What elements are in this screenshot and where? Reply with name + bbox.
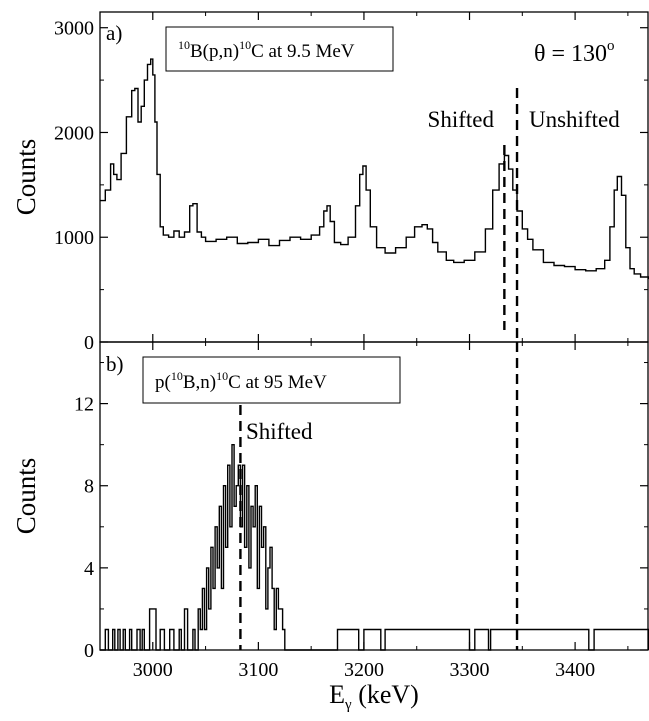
y-tick-label: 12	[74, 394, 94, 416]
panel-b-inset-box	[142, 356, 401, 404]
panel-a-inset-sup2: 10	[239, 38, 251, 52]
panel-a-inset-sup1: 10	[178, 38, 190, 52]
x-axis-label-sub: γ	[344, 697, 352, 713]
panel-b-label: b)	[106, 352, 124, 376]
x-tick-label: 3100	[238, 659, 278, 681]
y-tick-label: 1000	[54, 227, 94, 249]
y-tick-label: 0	[84, 332, 94, 354]
x-tick-labels: 3000 3100 3200 3300 3400	[133, 659, 595, 681]
panel-b-inset-pre: p(	[155, 372, 171, 393]
panel-a-inset-post: C at 9.5 MeV	[251, 41, 355, 62]
panel-a-angle-text: θ = 130	[534, 41, 607, 67]
panel-a-shifted-annotation: Shifted	[428, 107, 495, 132]
panel-a-y-tick-labels: 0 1000 2000 3000	[54, 18, 94, 354]
x-tick-label: 3400	[555, 659, 595, 681]
panel-b-inset-sup1: 10	[171, 369, 183, 383]
panel-a-y-axis-label: Counts	[11, 139, 41, 216]
panel-a-inset-mid: B(p,n)	[190, 41, 239, 62]
panel-a-spectrum-line	[100, 58, 649, 280]
y-tick-label: 4	[84, 558, 94, 580]
y-tick-label: 0	[84, 640, 94, 662]
x-tick-label: 3300	[450, 659, 490, 681]
x-axis-label-main: E	[329, 680, 345, 709]
x-tick-label: 3200	[344, 659, 384, 681]
panel-b-y-axis-label: Counts	[11, 458, 41, 535]
panel-b-inset-post: C at 95 MeV	[228, 372, 327, 393]
panel-b-inset-sup2: 10	[216, 369, 228, 383]
x-tick-label: 3000	[133, 659, 173, 681]
panel-b-ticks	[99, 342, 648, 651]
panel-b-frame	[99, 341, 649, 651]
panel-a-label: a)	[106, 21, 122, 45]
panel-a-inset-label: 10B(p,n)10C at 9.5 MeV	[178, 38, 355, 62]
y-tick-label: 2000	[54, 122, 94, 144]
x-axis-label: Eγ (keV)	[329, 680, 419, 713]
panel-b-inset-mid: B,n)	[183, 372, 216, 393]
y-tick-label: 8	[84, 476, 94, 498]
panel-b-y-tick-labels: 0 4 8 12	[74, 394, 94, 662]
panel-a-unshifted-annotation: Unshifted	[529, 107, 620, 132]
panel-b-inset-label: p(10B,n)10C at 95 MeV	[155, 369, 327, 393]
panel-a-angle-degree: o	[607, 38, 615, 54]
panel-b-spectrum-line	[100, 444, 649, 651]
x-axis-label-unit: (keV)	[352, 680, 419, 709]
panel-b-shifted-annotation: Shifted	[246, 419, 313, 444]
y-tick-label: 3000	[54, 18, 94, 40]
panel-a-inset-box	[165, 26, 394, 72]
panel-a-angle-label: θ = 130o	[534, 38, 615, 67]
